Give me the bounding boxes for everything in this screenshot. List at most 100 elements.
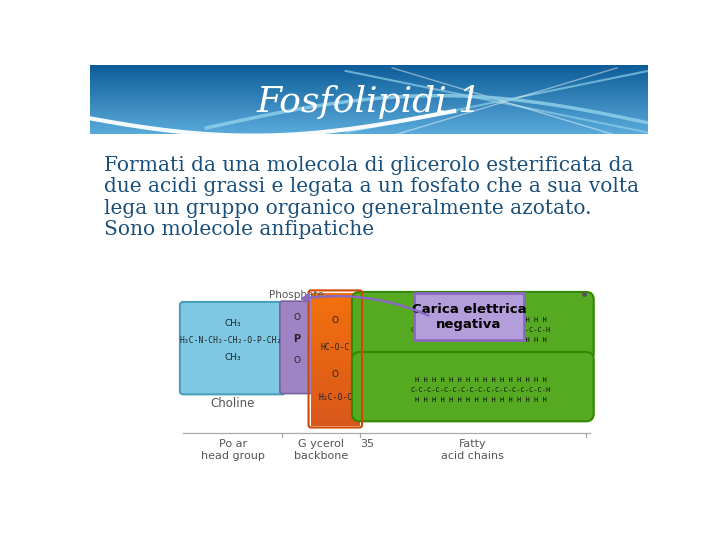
Text: P: P xyxy=(293,334,300,345)
Bar xyxy=(311,349,360,353)
Text: H H H H H H H H H H H H H H H H: H H H H H H H H H H H H H H H H xyxy=(415,397,546,403)
Bar xyxy=(311,379,360,382)
Bar xyxy=(311,375,360,379)
Text: CH₃: CH₃ xyxy=(225,319,241,328)
Bar xyxy=(90,101,648,103)
Bar xyxy=(90,118,648,120)
Bar xyxy=(90,125,648,127)
Text: O: O xyxy=(294,356,300,365)
FancyBboxPatch shape xyxy=(352,352,594,421)
Bar xyxy=(90,84,648,85)
FancyBboxPatch shape xyxy=(180,302,285,394)
Bar xyxy=(90,70,648,71)
Bar xyxy=(311,418,360,422)
Bar xyxy=(311,346,360,349)
Bar xyxy=(90,87,648,89)
FancyBboxPatch shape xyxy=(280,301,314,394)
Bar xyxy=(90,95,648,96)
Bar xyxy=(90,76,648,77)
Text: H₂C-O-C: H₂C-O-C xyxy=(318,393,352,402)
Bar xyxy=(311,322,360,326)
Bar xyxy=(90,133,648,134)
Text: Formati da una molecola di glicerolo esterificata da: Formati da una molecola di glicerolo est… xyxy=(104,156,634,174)
Bar xyxy=(90,114,648,116)
Text: lega un gruppo organico generalmente azotato.: lega un gruppo organico generalmente azo… xyxy=(104,199,591,218)
Bar xyxy=(311,392,360,396)
Bar xyxy=(90,112,648,114)
Text: O: O xyxy=(294,313,300,322)
Bar xyxy=(311,293,360,296)
Bar xyxy=(90,128,648,129)
Bar xyxy=(90,75,648,77)
Bar xyxy=(90,69,648,70)
Bar xyxy=(90,99,648,100)
Text: CH₃: CH₃ xyxy=(225,353,241,362)
Text: H H H H H H H H H H H H H H H H: H H H H H H H H H H H H H H H H xyxy=(415,316,546,322)
Text: H H H H H H H H H H H H H H H H: H H H H H H H H H H H H H H H H xyxy=(415,336,546,342)
Bar xyxy=(90,131,648,132)
Bar xyxy=(90,104,648,105)
Text: Fosfolipidi 1: Fosfolipidi 1 xyxy=(256,85,482,119)
Bar xyxy=(90,72,648,73)
Bar xyxy=(90,94,648,96)
Bar xyxy=(90,127,648,129)
Bar xyxy=(90,73,648,75)
Bar xyxy=(90,97,648,98)
Bar xyxy=(90,79,648,81)
Bar xyxy=(311,359,360,363)
Bar xyxy=(311,422,360,426)
Bar xyxy=(90,109,648,110)
Bar xyxy=(311,406,360,409)
Bar xyxy=(90,85,648,86)
Bar xyxy=(90,106,648,107)
Bar xyxy=(90,102,648,103)
Bar xyxy=(311,356,360,359)
Bar xyxy=(311,362,360,366)
Bar xyxy=(90,112,648,113)
Text: Phosphate: Phosphate xyxy=(269,291,325,300)
Bar xyxy=(90,125,648,126)
Bar xyxy=(90,81,648,83)
Text: Po ar
head group: Po ar head group xyxy=(201,439,264,461)
Bar xyxy=(90,107,648,109)
Bar xyxy=(90,68,648,69)
Text: C-C-C-C-C-C-C-C-C-C-C-C-C-C-C-C-H: C-C-C-C-C-C-C-C-C-C-C-C-C-C-C-C-H xyxy=(410,327,551,333)
Text: G ycerol
backbone: G ycerol backbone xyxy=(294,439,348,461)
Bar xyxy=(90,91,648,92)
Bar xyxy=(311,369,360,373)
Bar xyxy=(90,85,648,87)
Bar xyxy=(311,415,360,419)
Bar xyxy=(311,342,360,346)
Bar xyxy=(311,336,360,340)
Bar xyxy=(90,80,648,82)
Bar xyxy=(90,71,648,72)
Bar xyxy=(311,395,360,399)
Bar xyxy=(311,372,360,376)
Text: O: O xyxy=(332,316,339,325)
Bar xyxy=(311,382,360,386)
Text: O: O xyxy=(332,370,339,379)
Text: H₃C-N-CH₂-CH₂-O-P-CH₂: H₃C-N-CH₂-CH₂-O-P-CH₂ xyxy=(180,336,282,345)
Bar xyxy=(311,319,360,323)
Bar xyxy=(90,113,648,114)
Bar xyxy=(90,121,648,123)
Bar xyxy=(90,86,648,87)
Text: Sono molecole anfipatiche: Sono molecole anfipatiche xyxy=(104,220,374,239)
Bar xyxy=(90,103,648,104)
Bar xyxy=(90,117,648,118)
Bar xyxy=(311,306,360,309)
Bar xyxy=(90,68,648,70)
Bar xyxy=(90,105,648,106)
Bar xyxy=(90,130,648,131)
Bar xyxy=(90,90,648,91)
Bar xyxy=(90,98,648,99)
Bar xyxy=(90,77,648,78)
Bar xyxy=(311,302,360,306)
Bar xyxy=(311,309,360,313)
Bar xyxy=(90,72,648,74)
Bar xyxy=(311,296,360,300)
Bar xyxy=(90,120,648,122)
Bar xyxy=(90,99,648,100)
Bar xyxy=(90,105,648,107)
Bar xyxy=(90,89,648,90)
